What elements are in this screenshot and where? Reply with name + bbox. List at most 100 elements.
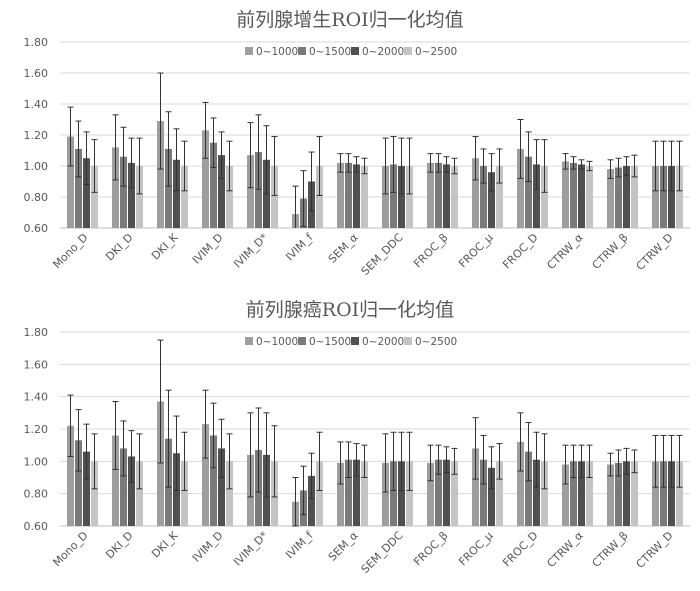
legend-swatch	[298, 47, 306, 55]
legend-label: 0~2000	[362, 336, 404, 348]
bar	[316, 461, 323, 526]
x-tick-label: FROC_D	[500, 529, 541, 570]
bar	[541, 166, 548, 228]
bar	[308, 475, 315, 526]
bar	[210, 142, 217, 228]
x-tick-label: SEM_α	[326, 529, 361, 564]
y-tick-label: 0.60	[24, 520, 49, 533]
x-tick-label: CTRW_α	[544, 231, 585, 272]
legend-swatch	[298, 337, 306, 345]
bar	[578, 164, 585, 228]
y-tick-label: 0.80	[24, 191, 49, 204]
bar	[271, 166, 278, 228]
bar	[517, 148, 524, 228]
chart-title: 前列腺增生ROI归一化均值	[236, 9, 463, 31]
x-tick-label: FROC_μ	[456, 529, 495, 568]
bar	[181, 166, 188, 228]
bar	[75, 440, 82, 526]
x-tick-label: CTRW_β	[590, 529, 631, 570]
y-tick-label: 1.60	[24, 67, 49, 80]
bar	[615, 462, 622, 526]
bar	[112, 147, 119, 228]
x-tick-label: FROC_μ	[456, 231, 495, 270]
y-tick-label: 1.40	[24, 391, 49, 404]
bar	[218, 448, 225, 526]
bar	[353, 164, 360, 228]
bar	[398, 166, 405, 228]
bar	[652, 166, 659, 228]
bar	[120, 448, 127, 526]
bar	[451, 166, 458, 228]
x-tick-label: CTRW_β	[590, 231, 631, 272]
bar	[128, 162, 135, 228]
bar	[247, 155, 254, 228]
bar	[615, 167, 622, 228]
bar	[157, 121, 164, 228]
bar	[353, 459, 360, 526]
x-tick-label: Mono_D	[50, 231, 90, 271]
bar	[202, 424, 209, 526]
y-tick-label: 0.80	[24, 488, 49, 501]
y-tick-label: 0.60	[24, 222, 49, 235]
bar	[202, 130, 209, 228]
bar	[136, 166, 143, 228]
bar	[631, 461, 638, 526]
bar	[345, 459, 352, 526]
y-tick-label: 1.20	[24, 423, 49, 436]
x-tick-label: SEM_DDC	[359, 529, 406, 576]
bar	[525, 156, 532, 228]
legend-swatch	[245, 47, 253, 55]
x-tick-label: IVIM_D*	[231, 529, 271, 569]
bar	[83, 158, 90, 228]
legend-label: 0~2000	[362, 46, 404, 58]
bar	[488, 467, 495, 526]
bar	[75, 148, 82, 228]
bar	[226, 166, 233, 228]
y-tick-label: 1.80	[24, 326, 49, 339]
bar	[67, 136, 74, 228]
x-tick-label: DKI_D	[103, 231, 135, 263]
bar	[337, 462, 344, 526]
bar	[255, 152, 262, 228]
legend-swatch	[351, 337, 359, 345]
bar	[607, 169, 614, 228]
bar	[390, 461, 397, 526]
bar	[337, 162, 344, 228]
bar	[226, 461, 233, 526]
bar	[443, 459, 450, 526]
bar	[406, 166, 413, 228]
legend-label: 0~1500	[309, 46, 351, 58]
bph-chart-panel: 前列腺增生ROI归一化均值 0.60 0.80 1.00 1.20 1.40 1.60 1.…	[24, 9, 690, 278]
bar	[67, 425, 74, 526]
bar	[533, 459, 540, 526]
bar	[472, 158, 479, 228]
legend-swatch	[404, 337, 412, 345]
x-tick-label: DKI_D	[103, 529, 135, 561]
bar	[218, 155, 225, 228]
y-tick-label: 1.00	[24, 455, 49, 468]
legend-swatch	[404, 47, 412, 55]
bar	[660, 461, 667, 526]
bar	[562, 464, 569, 526]
bar	[652, 461, 659, 526]
bar	[136, 461, 143, 526]
bar	[586, 461, 593, 526]
bar	[480, 166, 487, 228]
bar	[382, 462, 389, 526]
pca-chart-panel: 前列腺癌ROI归一化均值 0.60 0.80 1.00 1.20 1.40 1.60 1.8…	[24, 299, 690, 576]
legend-swatch	[351, 47, 359, 55]
y-tick-label: 1.60	[24, 358, 49, 371]
bar	[128, 456, 135, 526]
bar	[660, 166, 667, 228]
bar	[578, 461, 585, 526]
x-tick-label: DKI_K	[149, 230, 181, 262]
bar	[488, 172, 495, 228]
x-tick-label: IVIM_D	[190, 231, 226, 267]
x-tick-label: DKI_K	[149, 528, 181, 560]
bar	[361, 461, 368, 526]
bar	[361, 166, 368, 228]
legend-label: 0~2500	[415, 46, 457, 58]
bar	[676, 461, 683, 526]
bar	[472, 448, 479, 526]
